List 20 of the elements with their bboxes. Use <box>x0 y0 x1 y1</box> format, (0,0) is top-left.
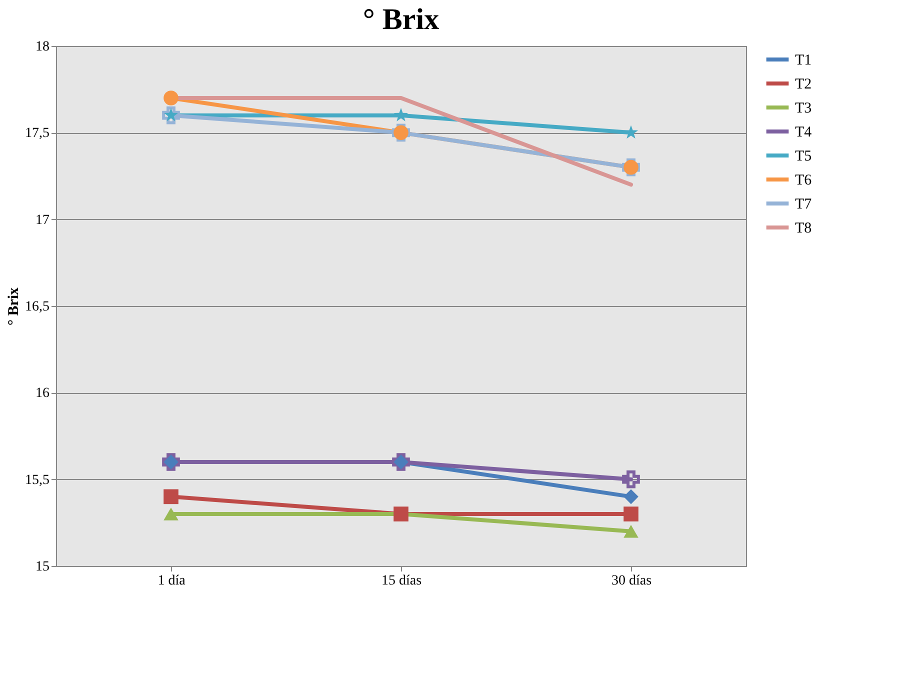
y-tick-label: 16,5 <box>25 300 50 314</box>
legend-label: T8 <box>795 220 812 236</box>
legend-label: T3 <box>795 100 812 116</box>
y-axis-title: ° Brix <box>6 286 22 326</box>
y-tick-label: 18 <box>36 40 50 54</box>
legend-label: T4 <box>795 124 812 140</box>
y-tick-label: 17 <box>36 212 50 228</box>
legend-label: T6 <box>795 172 812 188</box>
x-tick-label: 15 días <box>381 574 422 588</box>
y-tick-label: 17,5 <box>25 126 50 142</box>
legend-label: T1 <box>795 52 812 68</box>
y-tick-label: 15 <box>36 560 50 574</box>
x-tick-label: 30 días <box>611 574 652 588</box>
y-tick-label: 15,5 <box>25 472 50 488</box>
legend-label: T5 <box>795 148 812 164</box>
y-tick-label: 16 <box>36 386 50 402</box>
chart-title: ° Brix <box>362 3 440 36</box>
legend-label: T2 <box>795 76 812 92</box>
x-tick-label: 1 día <box>158 574 186 588</box>
legend-label: T7 <box>795 196 812 212</box>
